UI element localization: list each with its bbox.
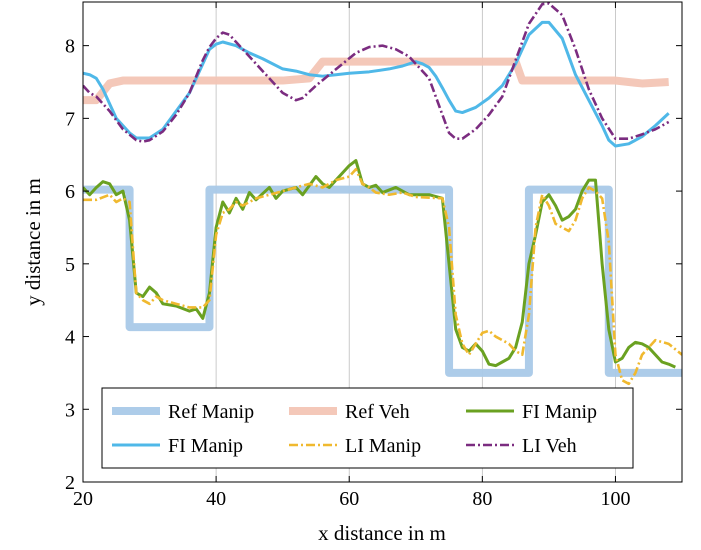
x-tick-label: 100 bbox=[600, 488, 630, 510]
series-line-5 bbox=[83, 2, 670, 143]
y-tick-label: 3 bbox=[65, 399, 75, 421]
legend-box bbox=[101, 387, 634, 469]
legend: Ref Manip Ref Veh FI Manip FI Manip LI Manip… bbox=[101, 387, 634, 469]
x-tick-label: 20 bbox=[73, 488, 93, 510]
x-axis-label: x distance in m bbox=[318, 521, 446, 545]
y-tick-label: 7 bbox=[65, 108, 75, 130]
series-line-3 bbox=[83, 20, 670, 148]
series-line-4 bbox=[83, 167, 682, 386]
y-tick-label: 5 bbox=[65, 254, 75, 276]
series-line-1 bbox=[83, 57, 669, 105]
legend-label-1: Ref Veh bbox=[345, 401, 410, 423]
series-line-2 bbox=[83, 159, 676, 369]
axis-ticks: 20 40 60 80 100 2 3 4 5 6 7 8 bbox=[65, 2, 682, 510]
series-line-0 bbox=[83, 185, 682, 377]
y-tick-label: 2 bbox=[65, 472, 75, 494]
x-tick-label: 80 bbox=[472, 488, 492, 510]
legend-label-0: Ref Manip bbox=[168, 401, 254, 423]
y-tick-label: 4 bbox=[65, 327, 75, 349]
x-tick-label: 40 bbox=[206, 488, 226, 510]
plot-frame bbox=[82, 1, 683, 483]
legend-label-3: FI Manip bbox=[168, 435, 243, 457]
y-tick-label: 8 bbox=[65, 36, 75, 58]
legend-label-4: LI Manip bbox=[345, 435, 421, 457]
legend-label-5: LI Veh bbox=[522, 435, 577, 457]
y-axis-label: y distance in m bbox=[21, 178, 45, 306]
series-lines bbox=[83, 2, 682, 386]
y-tick-label: 6 bbox=[65, 181, 75, 203]
legend-label-2: FI Manip bbox=[522, 401, 597, 423]
x-tick-label: 60 bbox=[339, 488, 359, 510]
